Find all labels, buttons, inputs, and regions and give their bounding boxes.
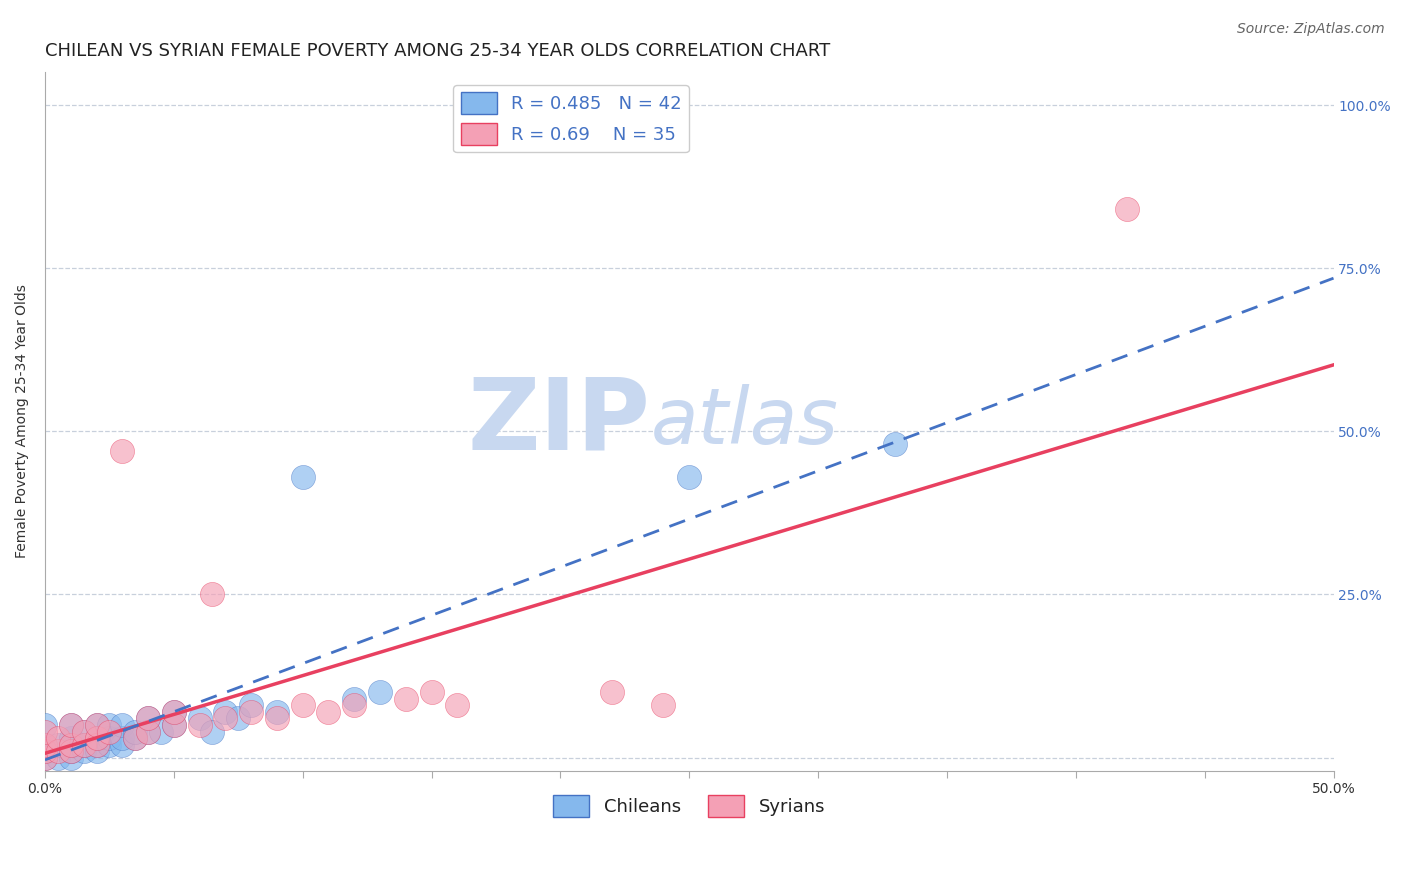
Point	[59, 718, 82, 732]
Point	[652, 698, 675, 713]
Point	[34, 724, 56, 739]
Point	[86, 744, 108, 758]
Point	[214, 705, 236, 719]
Point	[34, 744, 56, 758]
Point	[72, 724, 94, 739]
Point	[266, 711, 288, 725]
Point	[318, 705, 340, 719]
Point	[343, 698, 366, 713]
Point	[34, 718, 56, 732]
Point	[136, 724, 159, 739]
Point	[395, 692, 418, 706]
Text: CHILEAN VS SYRIAN FEMALE POVERTY AMONG 25-34 YEAR OLDS CORRELATION CHART: CHILEAN VS SYRIAN FEMALE POVERTY AMONG 2…	[45, 42, 830, 60]
Point	[884, 437, 907, 451]
Point	[59, 738, 82, 752]
Point	[59, 731, 82, 745]
Point	[34, 738, 56, 752]
Point	[111, 718, 134, 732]
Point	[136, 724, 159, 739]
Text: atlas: atlas	[651, 384, 838, 459]
Point	[111, 444, 134, 458]
Point	[86, 738, 108, 752]
Point	[201, 587, 224, 601]
Point	[46, 731, 69, 745]
Point	[420, 685, 443, 699]
Point	[188, 711, 211, 725]
Point	[72, 744, 94, 758]
Point	[124, 731, 146, 745]
Point	[600, 685, 623, 699]
Point	[124, 731, 146, 745]
Point	[240, 698, 263, 713]
Point	[188, 718, 211, 732]
Text: Source: ZipAtlas.com: Source: ZipAtlas.com	[1237, 22, 1385, 37]
Point	[59, 718, 82, 732]
Point	[214, 711, 236, 725]
Point	[111, 731, 134, 745]
Point	[149, 724, 172, 739]
Point	[46, 738, 69, 752]
Point	[291, 470, 314, 484]
Point	[86, 731, 108, 745]
Legend: Chileans, Syrians: Chileans, Syrians	[546, 788, 832, 824]
Point	[59, 744, 82, 758]
Point	[163, 718, 186, 732]
Point	[98, 718, 121, 732]
Point	[124, 724, 146, 739]
Point	[46, 744, 69, 758]
Point	[72, 738, 94, 752]
Point	[163, 705, 186, 719]
Point	[136, 711, 159, 725]
Point	[34, 750, 56, 764]
Point	[86, 718, 108, 732]
Point	[59, 750, 82, 764]
Point	[163, 718, 186, 732]
Point	[240, 705, 263, 719]
Point	[86, 738, 108, 752]
Point	[291, 698, 314, 713]
Point	[34, 744, 56, 758]
Point	[98, 731, 121, 745]
Point	[678, 470, 700, 484]
Point	[368, 685, 391, 699]
Point	[34, 738, 56, 752]
Point	[34, 750, 56, 764]
Point	[72, 738, 94, 752]
Point	[86, 731, 108, 745]
Point	[226, 711, 249, 725]
Point	[59, 738, 82, 752]
Point	[111, 738, 134, 752]
Text: ZIP: ZIP	[468, 373, 651, 470]
Point	[98, 724, 121, 739]
Point	[446, 698, 468, 713]
Point	[163, 705, 186, 719]
Point	[98, 738, 121, 752]
Point	[46, 750, 69, 764]
Point	[72, 724, 94, 739]
Point	[1116, 202, 1139, 217]
Point	[86, 718, 108, 732]
Point	[136, 711, 159, 725]
Point	[266, 705, 288, 719]
Point	[201, 724, 224, 739]
Y-axis label: Female Poverty Among 25-34 Year Olds: Female Poverty Among 25-34 Year Olds	[15, 285, 30, 558]
Point	[343, 692, 366, 706]
Point	[59, 744, 82, 758]
